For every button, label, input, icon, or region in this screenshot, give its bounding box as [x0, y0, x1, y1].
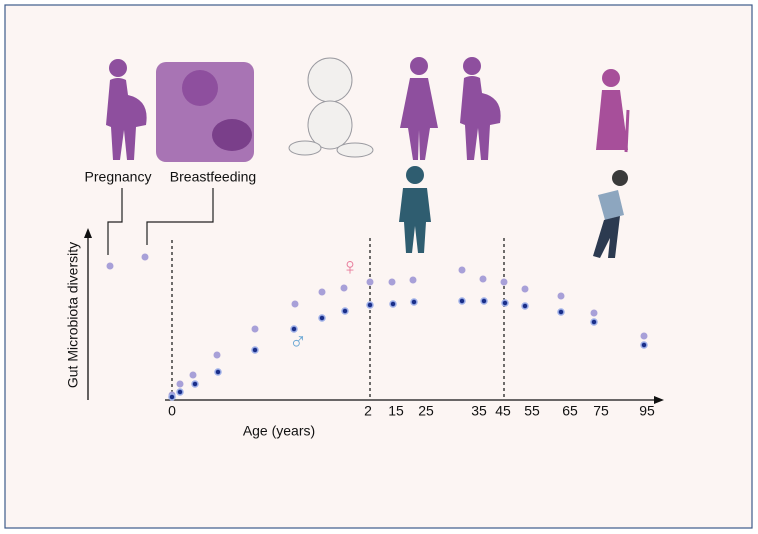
connector [107, 188, 123, 255]
breastfeeding [156, 62, 254, 162]
x-tick-label: 15 [388, 403, 404, 419]
pregnant-woman-1 [106, 59, 147, 160]
arrow [654, 396, 664, 404]
woman [400, 57, 438, 160]
x-tick-label: 75 [593, 403, 609, 419]
stage-label: Pregnancy [85, 169, 152, 185]
x-tick-label: 55 [524, 403, 540, 419]
x-tick-label: 35 [471, 403, 487, 419]
frame [4, 4, 753, 529]
stage-label: Breastfeeding [170, 169, 256, 185]
male-points [168, 297, 648, 401]
x-tick-label: 45 [495, 403, 511, 419]
x-tick-label: 2 [364, 403, 372, 419]
dividers [171, 238, 505, 400]
man [399, 166, 431, 253]
female-points [106, 253, 648, 399]
male-symbol: ♂ [289, 328, 307, 355]
x-tick-label: 25 [418, 403, 434, 419]
baby [288, 57, 374, 158]
female-symbol: ♀ [341, 253, 359, 280]
y-axis-label: Gut Microbiota diversity [65, 242, 81, 388]
x-tick-label: 0 [168, 403, 176, 419]
elderly-woman [596, 69, 630, 153]
connector [146, 188, 214, 245]
pregnant-woman-2 [460, 57, 501, 160]
x-axis-label: Age (years) [243, 423, 315, 439]
x-tick-label: 65 [562, 403, 578, 419]
x-tick-label: 95 [639, 403, 655, 419]
arrow [84, 228, 92, 238]
elderly-man [593, 170, 628, 258]
